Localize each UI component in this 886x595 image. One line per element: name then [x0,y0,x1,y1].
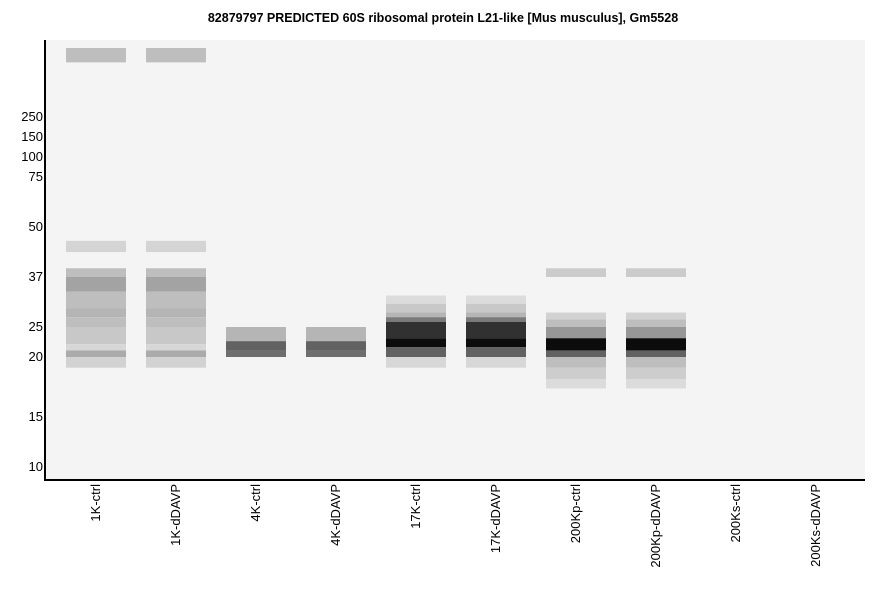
band [66,48,126,63]
band [466,338,526,348]
band [466,312,526,318]
band [626,367,686,379]
y-tick-label: 25 [29,319,43,334]
band [146,308,206,318]
y-tick-label: 75 [29,169,43,184]
lane-labels: 1K-ctrl 1K-dDAVP 4K-ctrl 4K-dDAVP 17K-ctrl 17… [88,484,823,568]
band [466,357,526,368]
band [66,308,126,318]
y-axis-ticks: 250 150 100 75 50 37 25 20 15 10 [21,109,43,474]
band [66,357,126,368]
band [626,350,686,357]
band [626,319,686,327]
y-tick-label: 50 [29,219,43,234]
band [306,350,366,357]
y-tick-label: 20 [29,349,43,364]
y-tick-label: 10 [29,459,43,474]
band [226,327,286,342]
band [466,321,526,339]
plot-area [46,40,865,479]
band [546,357,606,368]
lane-label: 17K-dDAVP [488,484,503,553]
y-tick-label: 37 [29,269,43,284]
band [66,317,126,327]
band [306,341,366,351]
band [386,321,446,339]
band [226,350,286,357]
lane-label: 200Ks-dDAVP [808,484,823,567]
band [546,312,606,320]
band [626,357,686,368]
band [546,378,606,389]
y-tick-label: 250 [21,109,43,124]
band [66,277,126,292]
band [66,268,126,277]
band [626,312,686,320]
band [386,317,446,322]
band [386,338,446,348]
band [626,327,686,339]
band [466,295,526,304]
band [546,350,606,357]
band [226,341,286,351]
band [146,344,206,351]
band [386,295,446,304]
band [146,268,206,277]
y-tick-label: 100 [21,149,43,164]
band [466,347,526,357]
band [146,357,206,368]
lane-label: 4K-dDAVP [328,484,343,546]
band [306,327,366,342]
lane-label: 17K-ctrl [408,484,423,529]
band [146,240,206,253]
band [626,378,686,389]
band [546,268,606,277]
lane-label: 4K-ctrl [248,484,263,522]
lane-label: 200Ks-ctrl [728,484,743,543]
band [146,317,206,327]
band [546,338,606,351]
chart-title: 82879797 PREDICTED 60S ribosomal protein… [207,11,679,25]
band [466,303,526,313]
band [546,327,606,339]
band [626,338,686,351]
band [66,350,126,357]
band [546,367,606,379]
band [386,347,446,357]
lane-label: 200Kp-ctrl [568,484,583,543]
band [146,277,206,292]
band [66,240,126,253]
band [386,303,446,313]
lane-label: 1K-ctrl [88,484,103,522]
band [66,327,126,345]
band [386,312,446,318]
band [466,317,526,322]
band [66,344,126,351]
band [146,327,206,345]
band [546,319,606,327]
y-tick-label: 150 [21,129,43,144]
y-tick-label: 15 [29,409,43,424]
band [66,291,126,309]
lane-label: 1K-dDAVP [168,484,183,546]
band [626,268,686,277]
band [146,350,206,357]
band [146,291,206,309]
lane-label: 200Kp-dDAVP [648,484,663,568]
bands-layer [66,48,686,389]
band [386,357,446,368]
band [146,48,206,63]
